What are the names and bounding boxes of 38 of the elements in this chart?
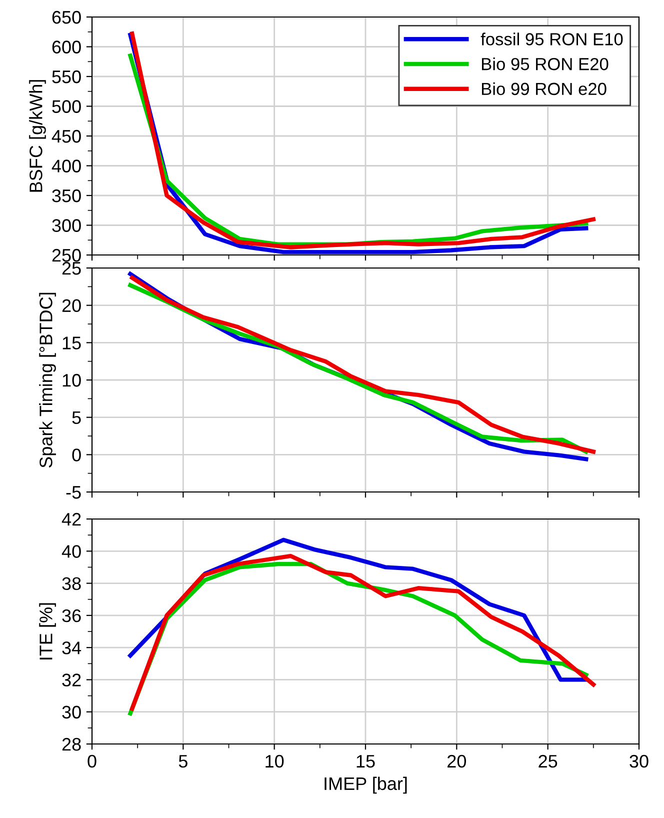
x-tick-label: 10: [266, 754, 284, 768]
y-tick-label: 350: [52, 189, 81, 202]
y-tick-label: 20: [62, 299, 81, 312]
y-axis-title: BSFC [g/kWh]: [29, 80, 46, 192]
y-tick-label: 34: [62, 642, 82, 654]
y-tick-label: 30: [62, 706, 81, 719]
x-tick-label: 15: [356, 755, 375, 768]
y-tick-label: 38: [62, 577, 81, 590]
y-tick-label: 550: [52, 70, 81, 84]
y-tick-label: 25: [62, 262, 81, 275]
y-tick-label: 0: [72, 448, 81, 462]
y-tick-label: 10: [62, 374, 81, 387]
y-tick-label: 32: [62, 674, 81, 686]
x-tick-label: 5: [178, 755, 188, 768]
legend-label: fossil 95 RON E10: [480, 32, 623, 46]
legend-label: Bio 99 RON e20: [482, 82, 606, 96]
y-tick-label: -5: [66, 486, 81, 499]
y-tick-label: 300: [52, 219, 81, 232]
y-tick-label: 500: [52, 100, 81, 113]
y-tick-label: 40: [62, 545, 81, 558]
y-tick-label: 250: [52, 248, 81, 262]
y-tick-label: 28: [62, 738, 81, 751]
y-tick-label: 650: [52, 10, 81, 24]
y-tick-label: 15: [62, 336, 81, 350]
y-axis-title: ITE [%]: [39, 603, 56, 660]
y-tick-label: 36: [62, 609, 81, 622]
y-axis-title: Spark Timing [°BTDC]: [39, 292, 56, 468]
y-tick-label: 450: [52, 130, 81, 143]
x-tick-label: 25: [538, 754, 558, 768]
x-axis-title: IMEP [bar]: [324, 776, 407, 794]
y-tick-label: 400: [52, 160, 81, 172]
y-tick-label: 42: [62, 512, 81, 526]
y-tick-label: 5: [72, 411, 81, 424]
legend-label: Bio 95 RON E20: [482, 57, 608, 70]
x-tick-label: 20: [448, 754, 466, 768]
x-tick-label: 0: [88, 754, 96, 768]
x-tick-label: 30: [630, 754, 648, 768]
y-tick-label: 600: [52, 40, 81, 54]
